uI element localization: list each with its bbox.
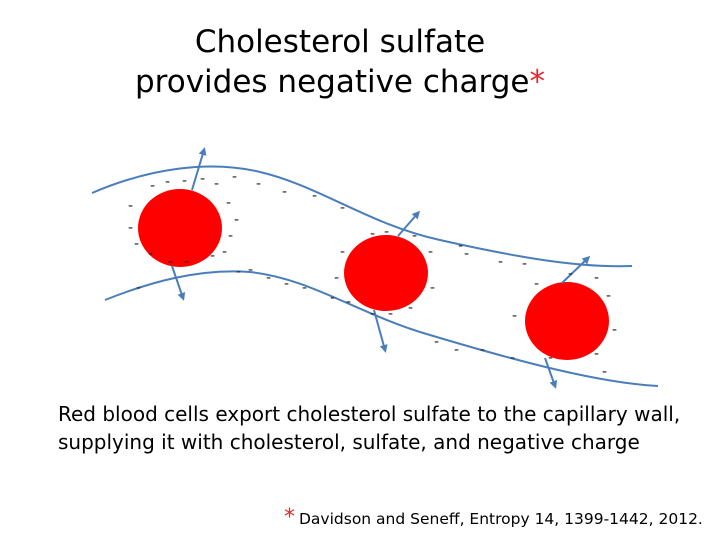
capillary-upper-wall — [91, 165, 633, 268]
negative-charge: - — [128, 198, 133, 214]
negative-charge: - — [302, 280, 307, 296]
title-line-2-text: provides negative charge — [135, 64, 530, 100]
negative-charge: - — [370, 306, 375, 322]
title-line-2: provides negative charge* — [0, 62, 680, 102]
negative-charge: - — [534, 276, 539, 292]
negative-charge: - — [266, 270, 271, 286]
negative-charge: - — [568, 266, 573, 282]
negative-charge: - — [200, 171, 205, 187]
negative-charge: - — [236, 264, 241, 280]
export-arrow — [191, 147, 207, 191]
red-blood-cell-3 — [525, 282, 609, 360]
export-arrow — [561, 255, 591, 284]
negative-charges: - - - - - - - - --- --- --- - - - -- - - - --- - -- - - - - ---- -… — [128, 169, 617, 380]
negative-charge: - — [184, 254, 189, 270]
negative-charge: - — [340, 244, 345, 260]
citation-asterisk: * — [284, 505, 295, 530]
slide-title: Cholesterol sulfate provides negative ch… — [0, 22, 680, 102]
caption: Red blood cells export cholesterol sulfa… — [58, 402, 681, 454]
negative-charge: - — [234, 212, 239, 228]
red-blood-cell-2 — [344, 235, 428, 311]
negative-charge: - — [165, 174, 170, 190]
negative-charge: - — [222, 244, 227, 260]
negative-charge: - — [134, 236, 139, 252]
negative-charge: - — [136, 280, 141, 296]
red-blood-cell-1 — [138, 189, 222, 267]
export-arrow — [397, 210, 420, 237]
title-asterisk: * — [529, 64, 546, 100]
negative-charge: - — [522, 256, 527, 272]
negative-charge: - — [282, 184, 287, 200]
negative-charge: - — [214, 176, 219, 192]
negative-charge: - — [370, 226, 375, 242]
citation-text: Davidson and Seneff, Entropy 14, 1399-14… — [299, 510, 703, 528]
negative-charge: - — [594, 346, 599, 362]
negative-charge: - — [210, 248, 215, 264]
negative-charge: - — [148, 246, 153, 262]
export-arrow — [373, 309, 388, 353]
negative-charge: - — [340, 200, 345, 216]
negative-charge: - — [182, 173, 187, 189]
negative-charge: - — [330, 290, 335, 306]
negative-charge: - — [430, 280, 435, 296]
negative-charge: - — [510, 350, 515, 366]
negative-charge: - — [388, 306, 393, 322]
negative-charge: - — [464, 246, 469, 262]
negative-charge: - — [434, 334, 439, 350]
negative-charge: - — [408, 300, 413, 316]
title-line-1: Cholesterol sulfate — [194, 24, 486, 60]
negative-charge: - — [428, 244, 433, 260]
negative-charge: - — [346, 294, 351, 310]
negative-charge: - — [150, 178, 155, 194]
citation: * Davidson and Seneff, Entropy 14, 1399-1… — [284, 506, 714, 531]
negative-charge: - — [498, 254, 503, 270]
negative-charge: - — [284, 276, 289, 292]
negative-charge: - — [548, 350, 553, 366]
negative-charge: - — [128, 220, 133, 236]
negative-charge: - — [232, 169, 237, 185]
export-arrow — [171, 265, 186, 301]
negative-charge: - — [412, 228, 417, 244]
negative-charge: - — [334, 270, 339, 286]
capillary-lower-wall — [104, 270, 659, 387]
negative-charge: - — [256, 176, 261, 192]
negative-charge: - — [454, 342, 459, 358]
negative-charge: - — [226, 195, 231, 211]
negative-charge: - — [228, 228, 233, 244]
negative-charge: - — [480, 342, 485, 358]
negative-charge: - — [512, 308, 517, 324]
negative-charge: - — [602, 364, 607, 380]
negative-charge: - — [594, 270, 599, 286]
negative-charge: - — [458, 238, 463, 254]
negative-charge: - — [248, 262, 253, 278]
export-arrows — [171, 147, 591, 389]
negative-charge: - — [606, 288, 611, 304]
negative-charge: - — [168, 254, 173, 270]
negative-charge: - — [312, 188, 317, 204]
export-arrow — [544, 357, 558, 389]
negative-charge: - — [612, 322, 617, 338]
negative-charge: - — [384, 224, 389, 240]
